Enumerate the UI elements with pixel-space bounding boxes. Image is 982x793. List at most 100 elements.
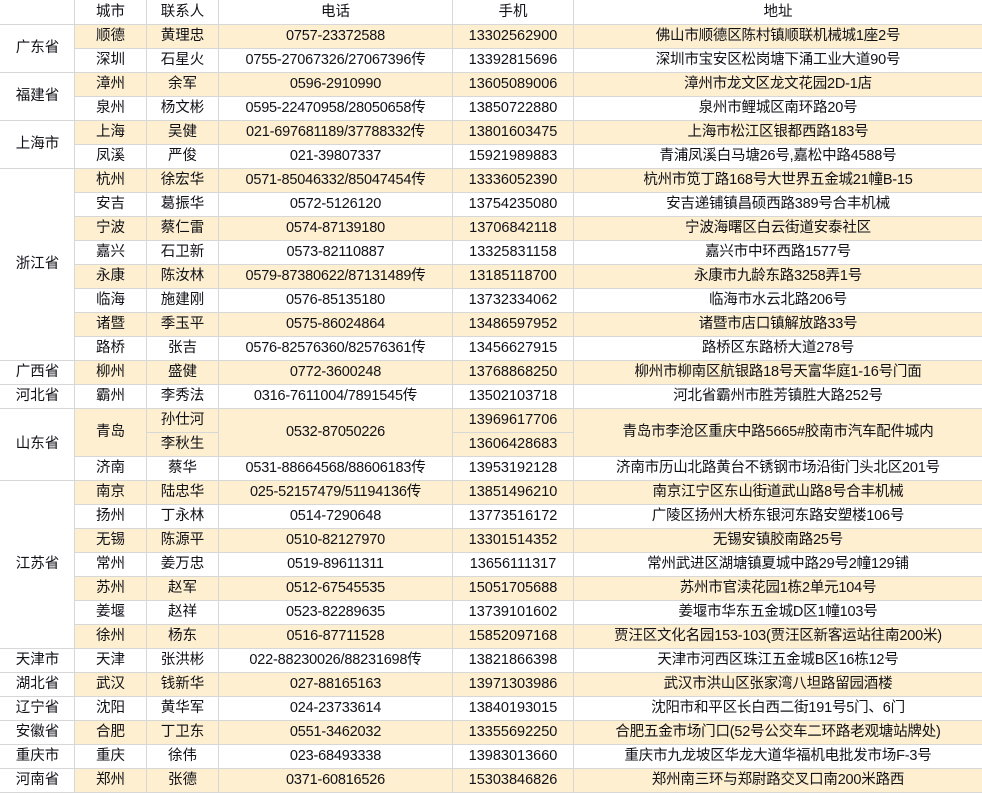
cell-contact: 张吉	[147, 337, 219, 361]
cell-contact: 杨东	[147, 625, 219, 649]
cell-city: 霸州	[75, 385, 147, 409]
column-header-contact: 联系人	[147, 1, 219, 25]
cell-mobile: 13739101602	[453, 601, 574, 625]
table-header: 城市 联系人 电话 手机 地址	[1, 1, 982, 25]
column-header-address: 地址	[574, 1, 982, 25]
cell-mobile: 13336052390	[453, 169, 574, 193]
cell-contact: 李秀法	[147, 385, 219, 409]
cell-address: 佛山市顺德区陈村镇顺联机械城1座2号	[574, 25, 982, 49]
cell-city: 凤溪	[75, 145, 147, 169]
cell-mobile: 13656111317	[453, 553, 574, 577]
cell-phone: 024-23733614	[219, 697, 453, 721]
cell-city: 深圳	[75, 49, 147, 73]
cell-contact: 施建刚	[147, 289, 219, 313]
cell-province: 浙江省	[1, 169, 75, 361]
cell-contact: 徐宏华	[147, 169, 219, 193]
cell-mobile: 13706842118	[453, 217, 574, 241]
cell-city: 合肥	[75, 721, 147, 745]
cell-contact: 石卫新	[147, 241, 219, 265]
cell-city: 徐州	[75, 625, 147, 649]
cell-contact: 石星火	[147, 49, 219, 73]
cell-address: 嘉兴市中环西路1577号	[574, 241, 982, 265]
cell-mobile: 13953192128	[453, 457, 574, 481]
cell-contact: 孙仕河	[147, 409, 219, 433]
cell-city: 南京	[75, 481, 147, 505]
cell-mobile: 13732334062	[453, 289, 574, 313]
cell-address: 无锡安镇胶南路25号	[574, 529, 982, 553]
cell-city: 无锡	[75, 529, 147, 553]
cell-province: 广西省	[1, 361, 75, 385]
cell-mobile: 13355692250	[453, 721, 574, 745]
cell-address: 杭州市笕丁路168号大世界五金城21幢B-15	[574, 169, 982, 193]
cell-mobile: 13971303986	[453, 673, 574, 697]
cell-province: 辽宁省	[1, 697, 75, 721]
cell-mobile: 13801603475	[453, 121, 574, 145]
cell-province: 河北省	[1, 385, 75, 409]
cell-province: 湖北省	[1, 673, 75, 697]
cell-address: 合肥五金市场门口(52号公交车二环路老观塘站牌处)	[574, 721, 982, 745]
cell-address: 深圳市宝安区松岗塘下涌工业大道90号	[574, 49, 982, 73]
cell-phone: 0572-5126120	[219, 193, 453, 217]
cell-province: 福建省	[1, 73, 75, 121]
cell-phone: 0551-3462032	[219, 721, 453, 745]
cell-mobile: 13773516172	[453, 505, 574, 529]
cell-address: 广陵区扬州大桥东银河东路安塑楼106号	[574, 505, 982, 529]
cell-address: 南京江宁区东山街道武山路8号合丰机械	[574, 481, 982, 505]
cell-contact: 杨文彬	[147, 97, 219, 121]
cell-phone: 0595-22470958/28050658传	[219, 97, 453, 121]
cell-mobile: 13605089006	[453, 73, 574, 97]
cell-phone: 0596-2910990	[219, 73, 453, 97]
cell-mobile: 15303846826	[453, 769, 574, 793]
cell-phone: 0757-23372588	[219, 25, 453, 49]
cell-city: 安吉	[75, 193, 147, 217]
cell-phone: 0519-89611311	[219, 553, 453, 577]
cell-phone: 0571-85046332/85047454传	[219, 169, 453, 193]
cell-address: 柳州市柳南区航银路18号天富华庭1-16号门面	[574, 361, 982, 385]
cell-phone: 0316-7611004/7891545传	[219, 385, 453, 409]
cell-phone: 0516-87711528	[219, 625, 453, 649]
cell-phone: 021-697681189/37788332传	[219, 121, 453, 145]
cell-city: 泉州	[75, 97, 147, 121]
cell-phone: 0772-3600248	[219, 361, 453, 385]
cell-contact: 黄理忠	[147, 25, 219, 49]
cell-city: 天津	[75, 649, 147, 673]
cell-city: 沈阳	[75, 697, 147, 721]
cell-phone: 0512-67545535	[219, 577, 453, 601]
cell-mobile: 13821866398	[453, 649, 574, 673]
cell-mobile: 13502103718	[453, 385, 574, 409]
cell-contact: 严俊	[147, 145, 219, 169]
cell-contact: 余军	[147, 73, 219, 97]
cell-city: 姜堰	[75, 601, 147, 625]
cell-address: 贾汪区文化名园153-103(贾汪区新客运站往南200米)	[574, 625, 982, 649]
cell-address: 漳州市龙文区龙文花园2D-1店	[574, 73, 982, 97]
cell-city: 诸暨	[75, 313, 147, 337]
cell-mobile: 13456627915	[453, 337, 574, 361]
cell-mobile: 13754235080	[453, 193, 574, 217]
cell-mobile: 13983013660	[453, 745, 574, 769]
cell-address: 武汉市洪山区张家湾八坦路留园酒楼	[574, 673, 982, 697]
cell-province: 上海市	[1, 121, 75, 169]
cell-address: 重庆市九龙坡区华龙大道华福机电批发市场F-3号	[574, 745, 982, 769]
cell-city: 临海	[75, 289, 147, 313]
cell-phone: 0576-82576360/82576361传	[219, 337, 453, 361]
cell-contact: 季玉平	[147, 313, 219, 337]
cell-phone: 023-68493338	[219, 745, 453, 769]
cell-city: 永康	[75, 265, 147, 289]
